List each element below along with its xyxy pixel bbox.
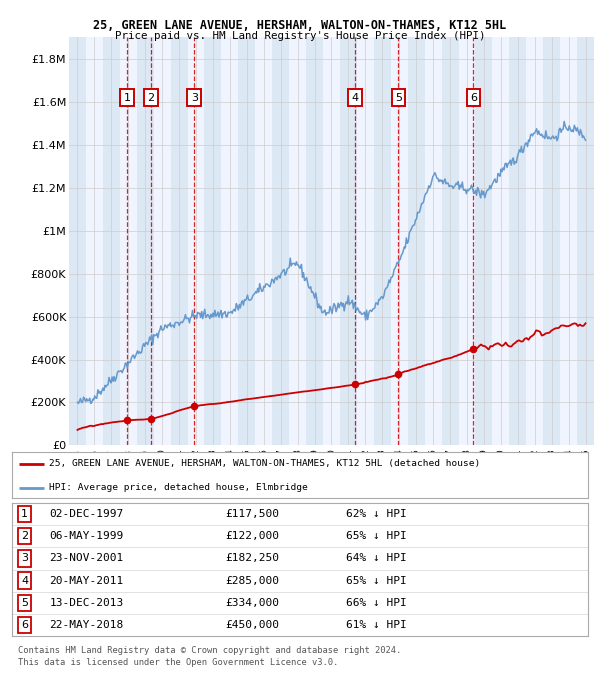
Text: 4: 4: [352, 92, 358, 103]
Bar: [374, 37, 391, 445]
Bar: [272, 37, 289, 445]
Bar: [475, 37, 493, 445]
Text: HPI: Average price, detached house, Elmbridge: HPI: Average price, detached house, Elmb…: [49, 483, 308, 492]
Text: £285,000: £285,000: [225, 575, 279, 585]
Text: 64% ↓ HPI: 64% ↓ HPI: [346, 554, 407, 564]
Bar: [69, 37, 86, 445]
Bar: [543, 37, 560, 445]
Text: 6: 6: [470, 92, 477, 103]
Text: 20-MAY-2011: 20-MAY-2011: [49, 575, 124, 585]
Text: 1: 1: [21, 509, 28, 520]
Text: 22-MAY-2018: 22-MAY-2018: [49, 619, 124, 630]
Text: 1: 1: [124, 92, 130, 103]
Bar: [103, 37, 120, 445]
Text: 3: 3: [191, 92, 198, 103]
Text: 2: 2: [148, 92, 155, 103]
Text: £117,500: £117,500: [225, 509, 279, 520]
Text: Price paid vs. HM Land Registry's House Price Index (HPI): Price paid vs. HM Land Registry's House …: [115, 31, 485, 41]
Text: 65% ↓ HPI: 65% ↓ HPI: [346, 531, 407, 541]
Bar: [340, 37, 357, 445]
Text: 02-DEC-1997: 02-DEC-1997: [49, 509, 124, 520]
Text: 06-MAY-1999: 06-MAY-1999: [49, 531, 124, 541]
Text: 62% ↓ HPI: 62% ↓ HPI: [346, 509, 407, 520]
Text: 25, GREEN LANE AVENUE, HERSHAM, WALTON-ON-THAMES, KT12 5HL (detached house): 25, GREEN LANE AVENUE, HERSHAM, WALTON-O…: [49, 459, 481, 468]
Text: 5: 5: [21, 598, 28, 608]
Bar: [205, 37, 221, 445]
Text: This data is licensed under the Open Government Licence v3.0.: This data is licensed under the Open Gov…: [18, 658, 338, 667]
Bar: [442, 37, 458, 445]
Text: 66% ↓ HPI: 66% ↓ HPI: [346, 598, 407, 608]
Text: 3: 3: [21, 554, 28, 564]
Text: 61% ↓ HPI: 61% ↓ HPI: [346, 619, 407, 630]
Bar: [238, 37, 255, 445]
Bar: [509, 37, 526, 445]
Bar: [408, 37, 425, 445]
Bar: [306, 37, 323, 445]
Text: 2: 2: [21, 531, 28, 541]
Text: 5: 5: [395, 92, 402, 103]
Text: 4: 4: [21, 575, 28, 585]
Text: Contains HM Land Registry data © Crown copyright and database right 2024.: Contains HM Land Registry data © Crown c…: [18, 646, 401, 655]
Text: 13-DEC-2013: 13-DEC-2013: [49, 598, 124, 608]
Text: £334,000: £334,000: [225, 598, 279, 608]
Bar: [577, 37, 594, 445]
Text: £182,250: £182,250: [225, 554, 279, 564]
Text: 25, GREEN LANE AVENUE, HERSHAM, WALTON-ON-THAMES, KT12 5HL: 25, GREEN LANE AVENUE, HERSHAM, WALTON-O…: [94, 18, 506, 32]
Bar: [137, 37, 154, 445]
Text: £450,000: £450,000: [225, 619, 279, 630]
Bar: [170, 37, 188, 445]
Text: 6: 6: [21, 619, 28, 630]
Text: 23-NOV-2001: 23-NOV-2001: [49, 554, 124, 564]
Text: £122,000: £122,000: [225, 531, 279, 541]
Text: 65% ↓ HPI: 65% ↓ HPI: [346, 575, 407, 585]
